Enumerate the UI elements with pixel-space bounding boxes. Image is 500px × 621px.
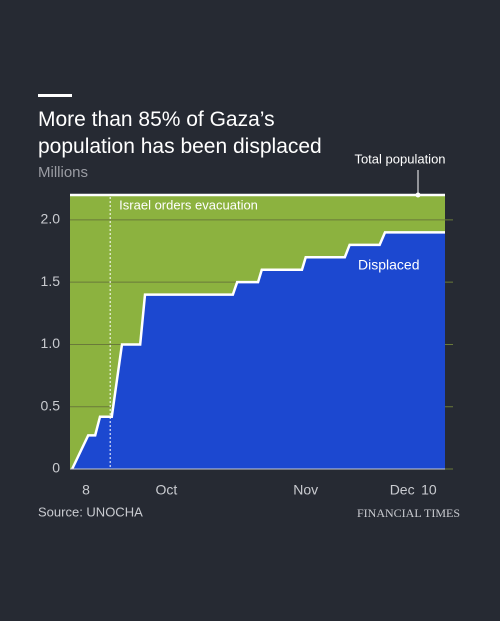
legend-label: Displaced [358, 257, 419, 273]
legend-label: Total population [354, 151, 445, 166]
title-bar [38, 94, 72, 97]
y-tick-label: 1.0 [41, 335, 61, 351]
y-axis-label: Millions [38, 164, 88, 181]
annotation-label: Israel orders evacuation [119, 197, 258, 212]
legend-dot [415, 192, 421, 198]
x-tick-label: 10 [421, 482, 437, 498]
x-tick-label: Dec [390, 482, 415, 498]
y-tick-label: 0 [52, 460, 60, 476]
chart-title: More than 85% of Gaza’s population has b… [38, 108, 322, 158]
x-tick-label: 8 [82, 482, 90, 498]
y-tick-label: 0.5 [41, 397, 61, 413]
publisher: FINANCIAL TIMES [357, 506, 460, 520]
y-tick-label: 2.0 [41, 211, 61, 227]
x-tick-label: Oct [156, 482, 178, 498]
x-tick-label: Nov [293, 482, 318, 498]
area-fill [72, 232, 446, 469]
series-line [71, 231, 445, 470]
y-tick-label: 1.5 [41, 273, 61, 289]
source: Source: UNOCHA [38, 504, 143, 519]
